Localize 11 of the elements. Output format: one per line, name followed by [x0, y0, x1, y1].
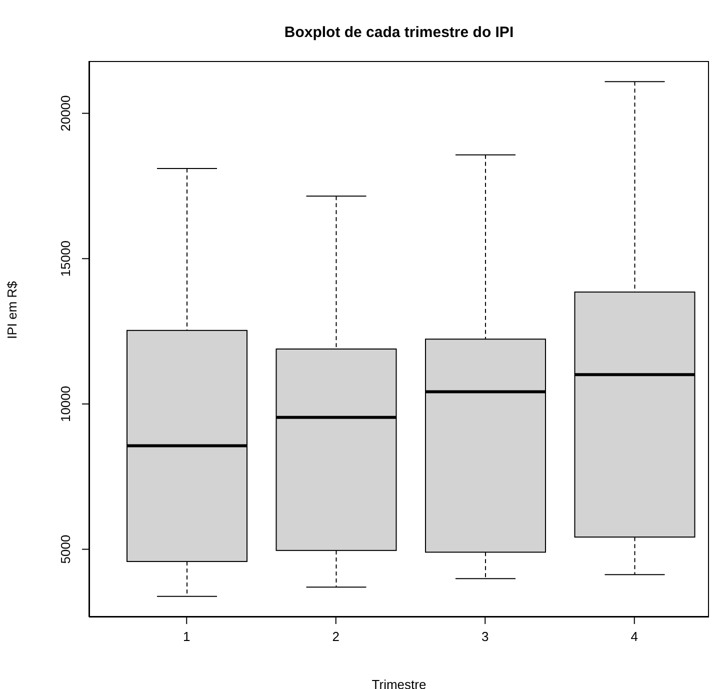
- x-tick-label: 3: [482, 629, 489, 644]
- x-tick-label: 4: [630, 629, 638, 644]
- x-tick-label: 2: [332, 629, 340, 644]
- y-tick-label: 10000: [58, 386, 73, 422]
- y-tick-label: 20000: [58, 95, 73, 132]
- y-tick-label: 15000: [58, 240, 73, 277]
- x-axis-title: Trimestre: [372, 677, 426, 689]
- y-tick-label: 5000: [58, 534, 73, 564]
- y-axis-title: IPI em R$: [4, 280, 20, 339]
- chart-title: Boxplot de cada trimestre do IPI: [283, 24, 515, 41]
- x-tick-label: 1: [183, 629, 190, 644]
